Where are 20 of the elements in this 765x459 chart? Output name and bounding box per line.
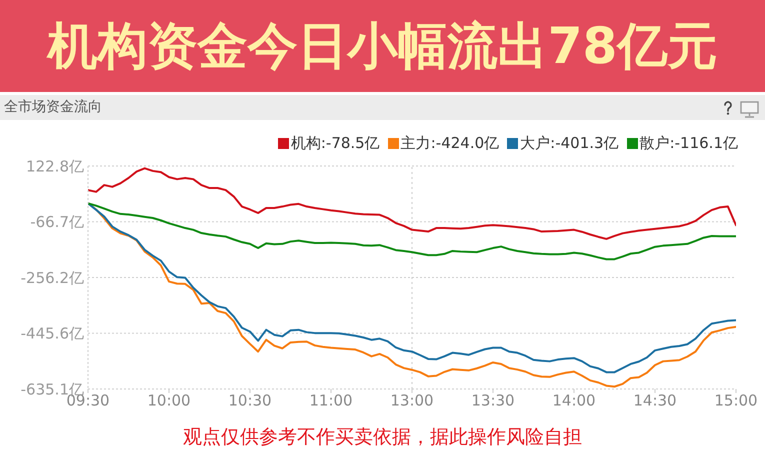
x-tick-label: 10:30: [228, 392, 272, 410]
x-tick-label: 14:30: [633, 392, 677, 410]
x-tick-label: 15:00: [714, 392, 758, 410]
x-tick-label: 13:30: [471, 392, 515, 410]
y-tick-label: -66.7亿: [30, 213, 84, 232]
line-series: [88, 202, 736, 260]
x-tick-label: 11:00: [309, 392, 353, 410]
legend-label: 散户:-116.1亿: [640, 134, 738, 153]
chart-title: 机构资金今日小幅流出78亿元: [0, 0, 765, 92]
x-tick-label: 14:00: [552, 392, 596, 410]
y-tick-label: 122.8亿: [26, 157, 84, 176]
legend-label: 大户:-401.3亿: [520, 134, 619, 153]
chart-subtitle: 全市场资金流向: [4, 98, 102, 117]
x-tick-label: 13:00: [390, 392, 434, 410]
x-tick-label: 10:00: [147, 392, 191, 410]
y-tick-label: -256.2亿: [20, 268, 84, 287]
y-tick-label: -445.6亿: [20, 324, 84, 343]
text: 观点仅供参考不作买卖依据，据此操作风险自担: [182, 425, 583, 450]
legend-label: 主力:-424.0亿: [400, 134, 500, 153]
legend-label: 机构:-78.5亿: [290, 134, 380, 153]
